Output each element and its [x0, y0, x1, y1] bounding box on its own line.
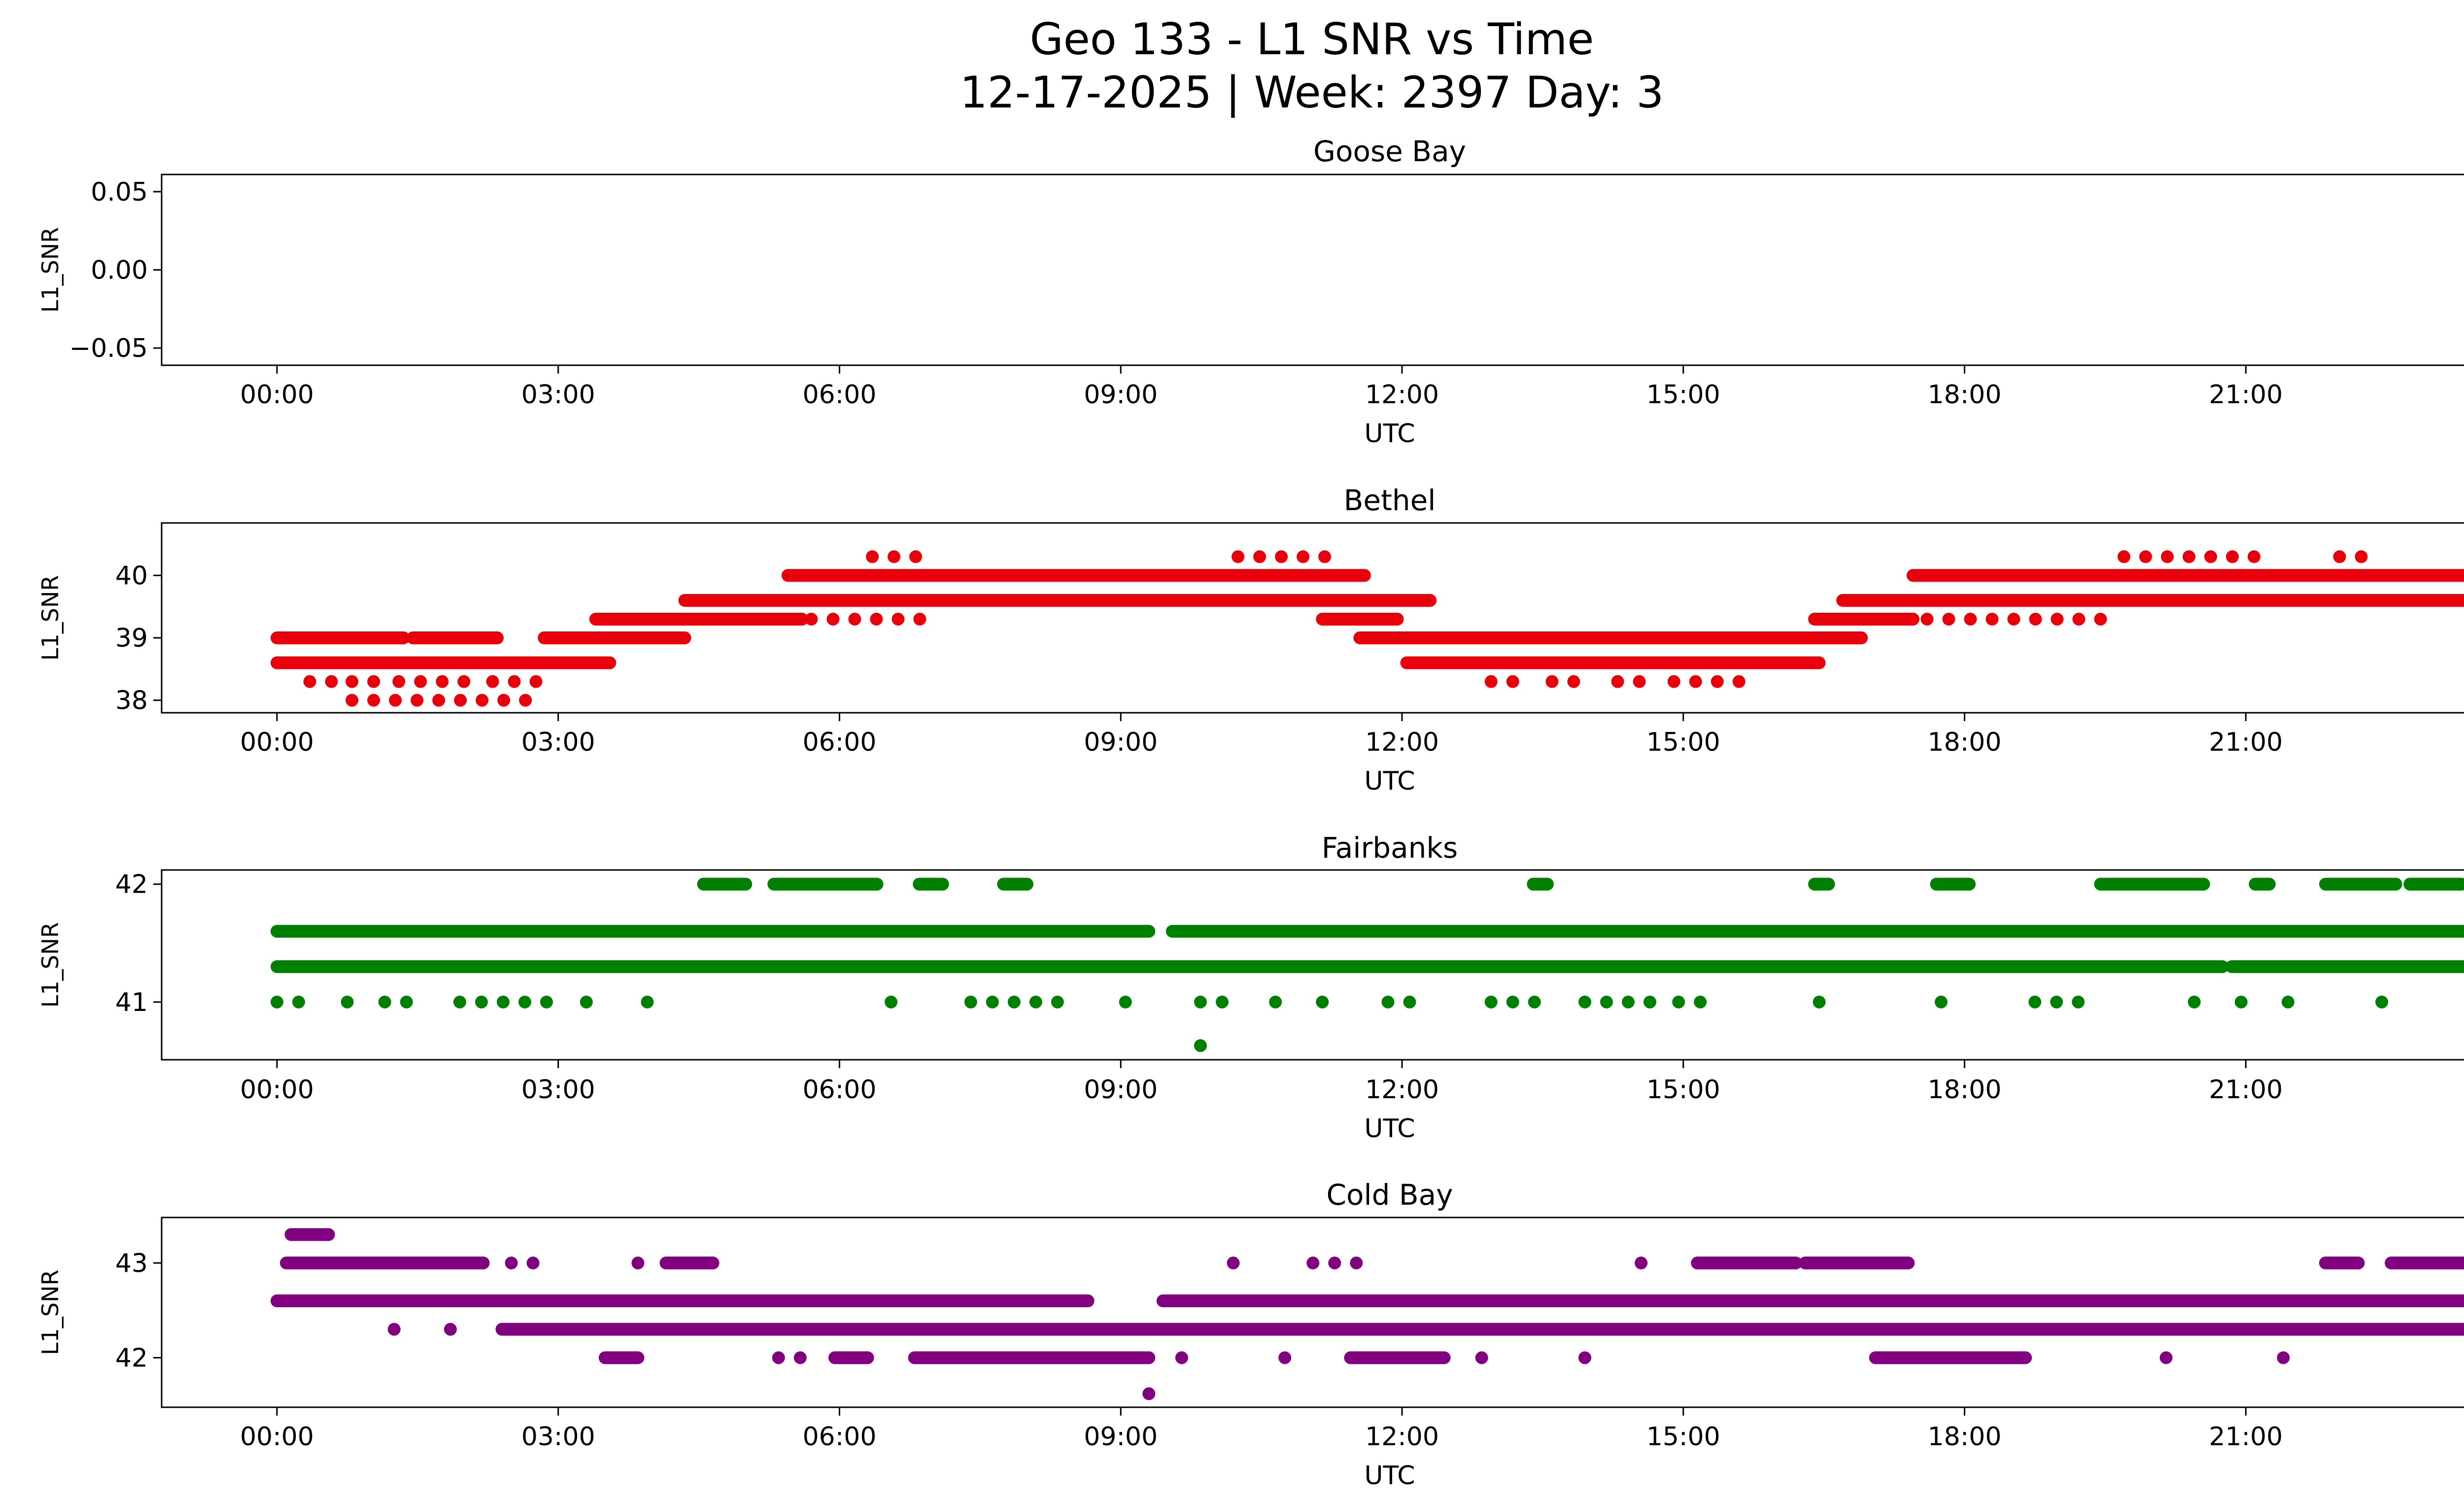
x-tick-label: 12:00 [1365, 1422, 1439, 1452]
x-tick-label: 09:00 [1084, 380, 1158, 410]
y-tick-label: 40 [115, 561, 148, 591]
x-axis-label: UTC [1364, 1461, 1415, 1491]
x-tick-label: 03:00 [521, 1422, 595, 1452]
panel-bethel: Bethel 00:00 03:00 06:00 09:00 12:00 15:00 18:0… [37, 484, 2464, 796]
y-tick-label: 38 [115, 686, 148, 716]
y-tick-label: −0.05 [69, 334, 148, 363]
x-tick-label: 03:00 [521, 1075, 595, 1105]
panel-title: Fairbanks [1322, 831, 1458, 865]
x-tick-label: 18:00 [1928, 1422, 2002, 1452]
scatter-points [271, 877, 2464, 1052]
scatter-points [271, 550, 2464, 707]
figure-subtitle: 12-17-2025 | Week: 2397 Day: 3 [960, 67, 1664, 118]
x-tick-label: 00:00 [240, 728, 314, 757]
x-tick-label: 21:00 [2209, 1075, 2283, 1105]
x-tick-label: 12:00 [1365, 1075, 1439, 1105]
y-axis-label: L1_SNR [37, 575, 64, 661]
x-tick-label: 15:00 [1646, 1422, 1720, 1452]
x-tick-label: 12:00 [1365, 728, 1439, 757]
x-tick-label: 00:00 [240, 1422, 314, 1452]
y-tick-label: 39 [115, 624, 148, 653]
x-tick-label: 06:00 [803, 1422, 877, 1452]
y-tick-label: 0.00 [91, 256, 148, 285]
panel-title: Bethel [1344, 484, 1436, 517]
axes-frame [161, 869, 2464, 1061]
panel-cold-bay: Cold Bay 00:00 03:00 06:00 09:00 12:00 15:00 18… [37, 1178, 2464, 1491]
scatter-points [271, 1228, 2464, 1400]
axes-frame [161, 1217, 2464, 1408]
x-tick-label: 12:00 [1365, 380, 1439, 410]
x-tick-label: 21:00 [2209, 728, 2283, 757]
figure-title: Geo 133 - L1 SNR vs Time [1030, 14, 1594, 65]
x-tick-label: 00:00 [240, 1075, 314, 1105]
x-axis-label: UTC [1364, 419, 1415, 449]
scatter-point [1194, 1039, 1207, 1052]
y-tick-label: 42 [115, 1343, 148, 1373]
x-tick-label: 21:00 [2209, 1422, 2283, 1452]
y-tick-label: 41 [115, 988, 148, 1017]
x-tick-label: 06:00 [803, 728, 877, 757]
x-tick-label: 18:00 [1928, 380, 2002, 410]
y-axis-label: L1_SNR [37, 1270, 64, 1355]
y-tick-label: 0.05 [91, 177, 148, 207]
x-tick-label: 03:00 [521, 380, 595, 410]
x-tick-label: 06:00 [803, 380, 877, 410]
x-tick-label: 15:00 [1646, 1075, 1720, 1105]
axes-frame [161, 174, 2464, 366]
x-tick-label: 21:00 [2209, 380, 2283, 410]
x-tick-label: 18:00 [1928, 1075, 2002, 1105]
x-tick-label: 09:00 [1084, 1422, 1158, 1452]
x-axis-label: UTC [1364, 766, 1415, 796]
x-axis-label: UTC [1364, 1114, 1415, 1144]
scatter-point [1142, 1387, 1156, 1400]
panel-title: Goose Bay [1313, 135, 1466, 168]
axes-frame [161, 522, 2464, 714]
x-tick-label: 06:00 [803, 1075, 877, 1105]
x-tick-label: 18:00 [1928, 728, 2002, 757]
y-tick-label: 43 [115, 1249, 148, 1278]
panel-goose-bay: Goose Bay 00:00 03:00 06:00 09:00 12:00 15:00 1… [37, 135, 2464, 449]
panel-title: Cold Bay [1326, 1178, 1453, 1212]
x-tick-label: 09:00 [1084, 728, 1158, 757]
x-tick-label: 09:00 [1084, 1075, 1158, 1105]
panel-fairbanks: Fairbanks 00:00 03:00 06:00 09:00 12:00 15:00 1… [37, 831, 2464, 1144]
x-tick-label: 15:00 [1646, 380, 1720, 410]
y-axis-label: L1_SNR [37, 227, 64, 313]
x-tick-label: 03:00 [521, 728, 595, 757]
y-tick-label: 42 [115, 870, 148, 900]
y-axis-label: L1_SNR [37, 922, 64, 1008]
x-tick-label: 00:00 [240, 380, 314, 410]
x-tick-label: 15:00 [1646, 728, 1720, 757]
